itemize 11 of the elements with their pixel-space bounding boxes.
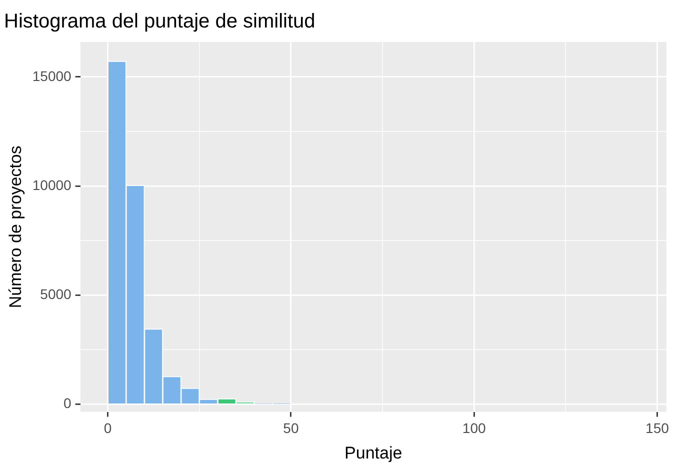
x-tick-label: 50	[283, 420, 299, 436]
x-tick-label: 0	[104, 420, 112, 436]
x-axis-title: Puntaje	[344, 443, 402, 462]
y-tick-label: 5000	[40, 286, 72, 302]
y-tick-label: 0	[64, 395, 72, 412]
x-tick-label: 100	[462, 420, 486, 436]
x-tick-label: 150	[646, 420, 670, 436]
chart-title: Histograma del puntaje de similitud	[4, 10, 316, 33]
y-axis-title: Número de proyectos	[6, 146, 25, 308]
y-tick-label: 10000	[32, 176, 72, 193]
y-tick-label: 15000	[32, 68, 72, 84]
